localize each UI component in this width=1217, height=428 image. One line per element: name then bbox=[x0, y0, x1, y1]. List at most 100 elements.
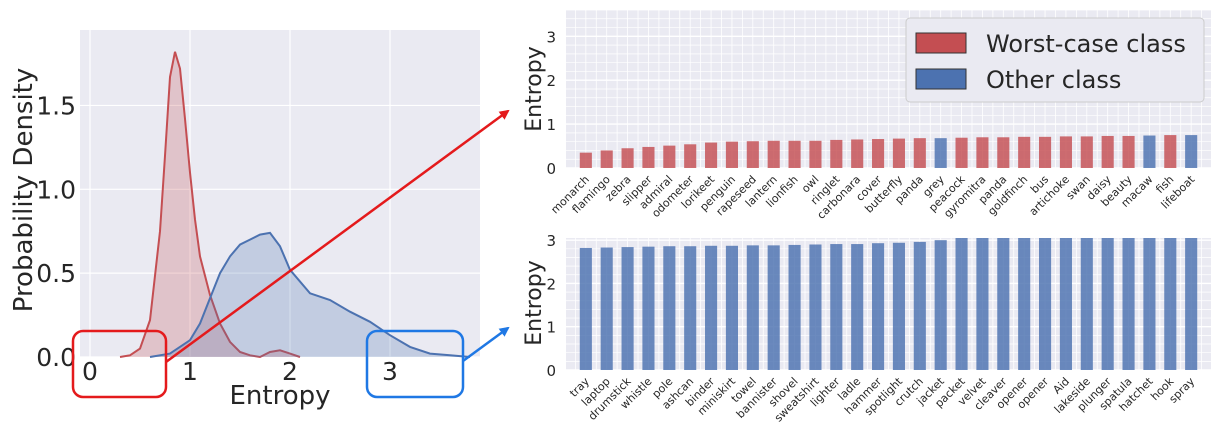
density-x-tick-label: 3 bbox=[382, 357, 398, 386]
density-y-axis-label: Probability Density bbox=[9, 68, 39, 313]
bar-opener bbox=[1039, 238, 1052, 370]
bar-lakeside bbox=[1080, 238, 1093, 370]
bar-binder bbox=[705, 245, 718, 370]
t-y-tick-label: 1 bbox=[546, 116, 556, 134]
bar-bus bbox=[1039, 136, 1052, 168]
bar-grey bbox=[934, 138, 947, 168]
bar-ringlet bbox=[830, 139, 843, 168]
bar-bannister bbox=[767, 245, 780, 370]
bar-daisy bbox=[1101, 135, 1114, 168]
b-y-tick-label: 0 bbox=[546, 362, 556, 380]
bar-drumstick bbox=[621, 247, 634, 370]
bar-spatula bbox=[1122, 238, 1135, 370]
density-plot-area bbox=[80, 30, 480, 357]
bar-miniskirt bbox=[725, 245, 738, 370]
bar-slipper bbox=[642, 146, 655, 168]
b-y-tick-label: 2 bbox=[546, 275, 556, 293]
blue-arrow bbox=[462, 326, 510, 363]
density-x-ticks: 0 1 2 3 bbox=[82, 357, 398, 386]
density-line-worst bbox=[119, 51, 301, 359]
t-y-tick-label: 0 bbox=[546, 160, 556, 178]
t-y-tick-label: 3 bbox=[546, 28, 556, 46]
density-area-other bbox=[150, 232, 470, 357]
high-entropy-highlight-box bbox=[365, 329, 465, 399]
bar-velvet bbox=[976, 238, 989, 370]
bar-lorikeet bbox=[705, 142, 718, 168]
density-curves bbox=[119, 51, 471, 359]
bottom-bars bbox=[579, 238, 1198, 370]
bottom-y-ticks: 0 1 2 3 bbox=[546, 232, 556, 380]
annotations bbox=[71, 109, 510, 399]
bar-cover bbox=[872, 139, 885, 168]
worst-case-bar-chart: 0 1 2 3 monarchflamingozebraslipperadmiralo… bbox=[522, 9, 1211, 222]
bar-lifeboat bbox=[1185, 135, 1198, 168]
density-x-tick-label: 1 bbox=[182, 357, 198, 386]
density-y-tick-label: 1.5 bbox=[36, 91, 76, 120]
bar-sweatshirt bbox=[809, 244, 822, 370]
density-y-tick-label: 0.0 bbox=[36, 343, 76, 372]
bar-swan bbox=[1080, 136, 1093, 168]
bar-peacock bbox=[955, 137, 968, 168]
top-y-axis-label: Entropy bbox=[522, 46, 547, 131]
legend-swatch-worst-case bbox=[915, 32, 967, 54]
legend-label-other: Other class bbox=[986, 66, 1121, 94]
bottom-category-labels: traylaptopdrumstickwhistlepoleashcanbind… bbox=[567, 374, 1197, 424]
red-arrow bbox=[165, 109, 510, 364]
bar-lionfish bbox=[788, 140, 801, 168]
bar-gyromitra bbox=[976, 137, 989, 168]
bar-admiral bbox=[663, 145, 676, 168]
bottom-y-axis-label: Entropy bbox=[522, 260, 547, 345]
bar-tray bbox=[579, 247, 592, 370]
bar-rapeseed bbox=[746, 141, 759, 168]
density-chart: 0.0 0.5 1.0 1.5 0 1 2 3 Entropy Probability De… bbox=[9, 30, 480, 411]
bar-towel bbox=[746, 245, 759, 370]
bar-Aid bbox=[1059, 238, 1072, 370]
bar-lantern bbox=[767, 140, 780, 168]
bar-ashcan bbox=[684, 246, 697, 370]
bar-ladle bbox=[851, 244, 864, 370]
bar-crutch bbox=[913, 241, 926, 370]
bar-hatchet bbox=[1143, 238, 1156, 370]
bar-opener bbox=[1018, 238, 1031, 370]
top-bars bbox=[579, 135, 1198, 168]
t-y-tick-label: 2 bbox=[546, 72, 556, 90]
legend-box bbox=[905, 17, 1205, 103]
bar-butterfly bbox=[892, 138, 905, 168]
density-x-tick-label: 2 bbox=[282, 357, 298, 386]
bar-hammer bbox=[872, 243, 885, 370]
bar-flamingo bbox=[600, 150, 613, 168]
b-y-tick-label: 1 bbox=[546, 319, 556, 337]
bar-fish bbox=[1164, 135, 1177, 168]
bar-owl bbox=[809, 140, 822, 168]
bar-odometer bbox=[684, 144, 697, 168]
density-y-tick-label: 1.0 bbox=[36, 175, 76, 204]
legend: Worst-case class Other class bbox=[905, 17, 1205, 103]
density-area-worst bbox=[120, 51, 300, 358]
bar-whistle bbox=[642, 246, 655, 370]
bar-lighter bbox=[830, 244, 843, 370]
bar-jacket bbox=[934, 240, 947, 370]
density-line-other bbox=[149, 231, 471, 358]
bar-spotlight bbox=[892, 242, 905, 370]
b-y-tick-label: 3 bbox=[546, 232, 556, 250]
legend-swatch-other bbox=[915, 68, 967, 90]
bar-panda bbox=[997, 137, 1010, 168]
bar-spray bbox=[1185, 238, 1198, 370]
other-class-bar-chart: 0 1 2 3 traylaptopdrumstickwhistlepoleashca… bbox=[522, 232, 1211, 425]
top-y-ticks: 0 1 2 3 bbox=[546, 28, 556, 178]
bar-shovel bbox=[788, 244, 801, 370]
bar-goldfinch bbox=[1018, 136, 1031, 168]
bar-artichoke bbox=[1059, 136, 1072, 168]
bar-macaw bbox=[1143, 135, 1156, 168]
density-y-tick-label: 0.5 bbox=[36, 259, 76, 288]
bar-zebra bbox=[621, 148, 634, 168]
density-x-tick-label: 0 bbox=[82, 357, 98, 386]
top-category-labels: monarchflamingozebraslipperadmiralodomet… bbox=[548, 172, 1197, 221]
bar-laptop bbox=[600, 247, 613, 370]
low-entropy-highlight-box bbox=[71, 329, 168, 399]
bar-cleaver bbox=[997, 238, 1010, 370]
bar-beauty bbox=[1122, 135, 1135, 168]
bar-monarch bbox=[579, 152, 592, 168]
